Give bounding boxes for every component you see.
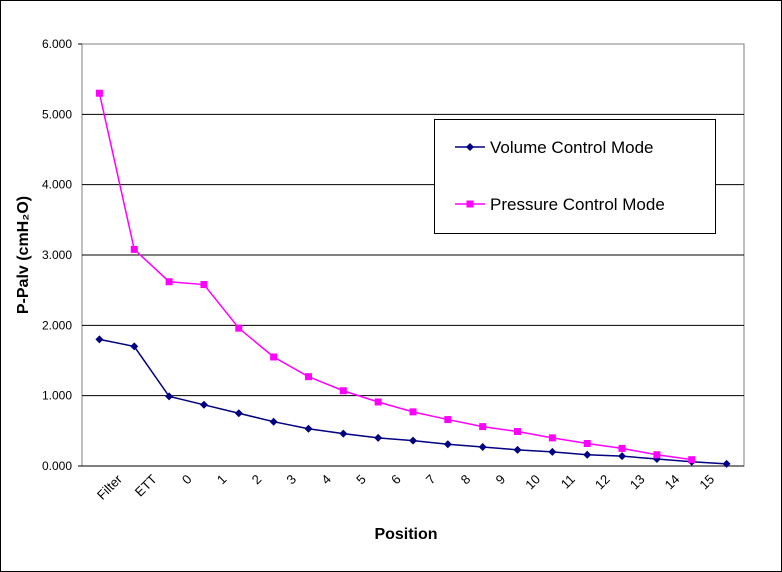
legend-label: Volume Control Mode (490, 138, 653, 157)
data-point (514, 428, 522, 436)
data-point (269, 417, 278, 426)
data-point (444, 416, 452, 424)
data-point (722, 459, 731, 468)
data-point (653, 451, 661, 459)
data-point (513, 445, 522, 454)
data-point (409, 436, 417, 445)
legend-marker (466, 143, 474, 151)
data-point (339, 387, 347, 395)
y-tick-label: 0.000 (42, 459, 72, 473)
series-line (98, 93, 692, 461)
data-point (618, 452, 627, 461)
data-point (200, 281, 208, 289)
data-point (339, 429, 348, 438)
data-point (235, 324, 243, 332)
data-point (374, 398, 382, 406)
data-point (234, 409, 243, 418)
x-axis-label: Position (374, 526, 437, 543)
data-point (478, 443, 487, 452)
legend-box (434, 119, 716, 234)
y-tick-label: 2.000 (42, 318, 72, 332)
data-point (165, 278, 173, 286)
y-tick-label: 4.000 (42, 178, 72, 192)
legend-marker (466, 200, 474, 208)
y-tick-label: 6.000 (42, 37, 72, 51)
data-point (583, 439, 591, 447)
data-point (304, 424, 313, 433)
data-point (270, 353, 278, 361)
data-point (409, 408, 417, 416)
data-point (130, 245, 138, 253)
y-tick-label: 1.000 (42, 389, 72, 403)
y-tick-label: 5.000 (42, 107, 72, 121)
data-point (95, 89, 103, 97)
data-point (130, 342, 139, 351)
data-point (165, 392, 174, 401)
data-point (583, 450, 592, 459)
data-point (304, 373, 312, 381)
data-point (95, 335, 104, 344)
y-axis-label: P-Palv (cmH₂O) (15, 196, 32, 314)
data-point (548, 447, 557, 456)
legend-label: Pressure Control Mode (490, 195, 665, 214)
data-point (443, 440, 452, 449)
data-point (618, 444, 626, 452)
data-point (374, 433, 383, 442)
data-point (548, 434, 556, 442)
data-point (199, 400, 208, 409)
data-point (479, 423, 487, 431)
data-point (688, 456, 696, 464)
y-tick-label: 3.000 (42, 248, 72, 262)
